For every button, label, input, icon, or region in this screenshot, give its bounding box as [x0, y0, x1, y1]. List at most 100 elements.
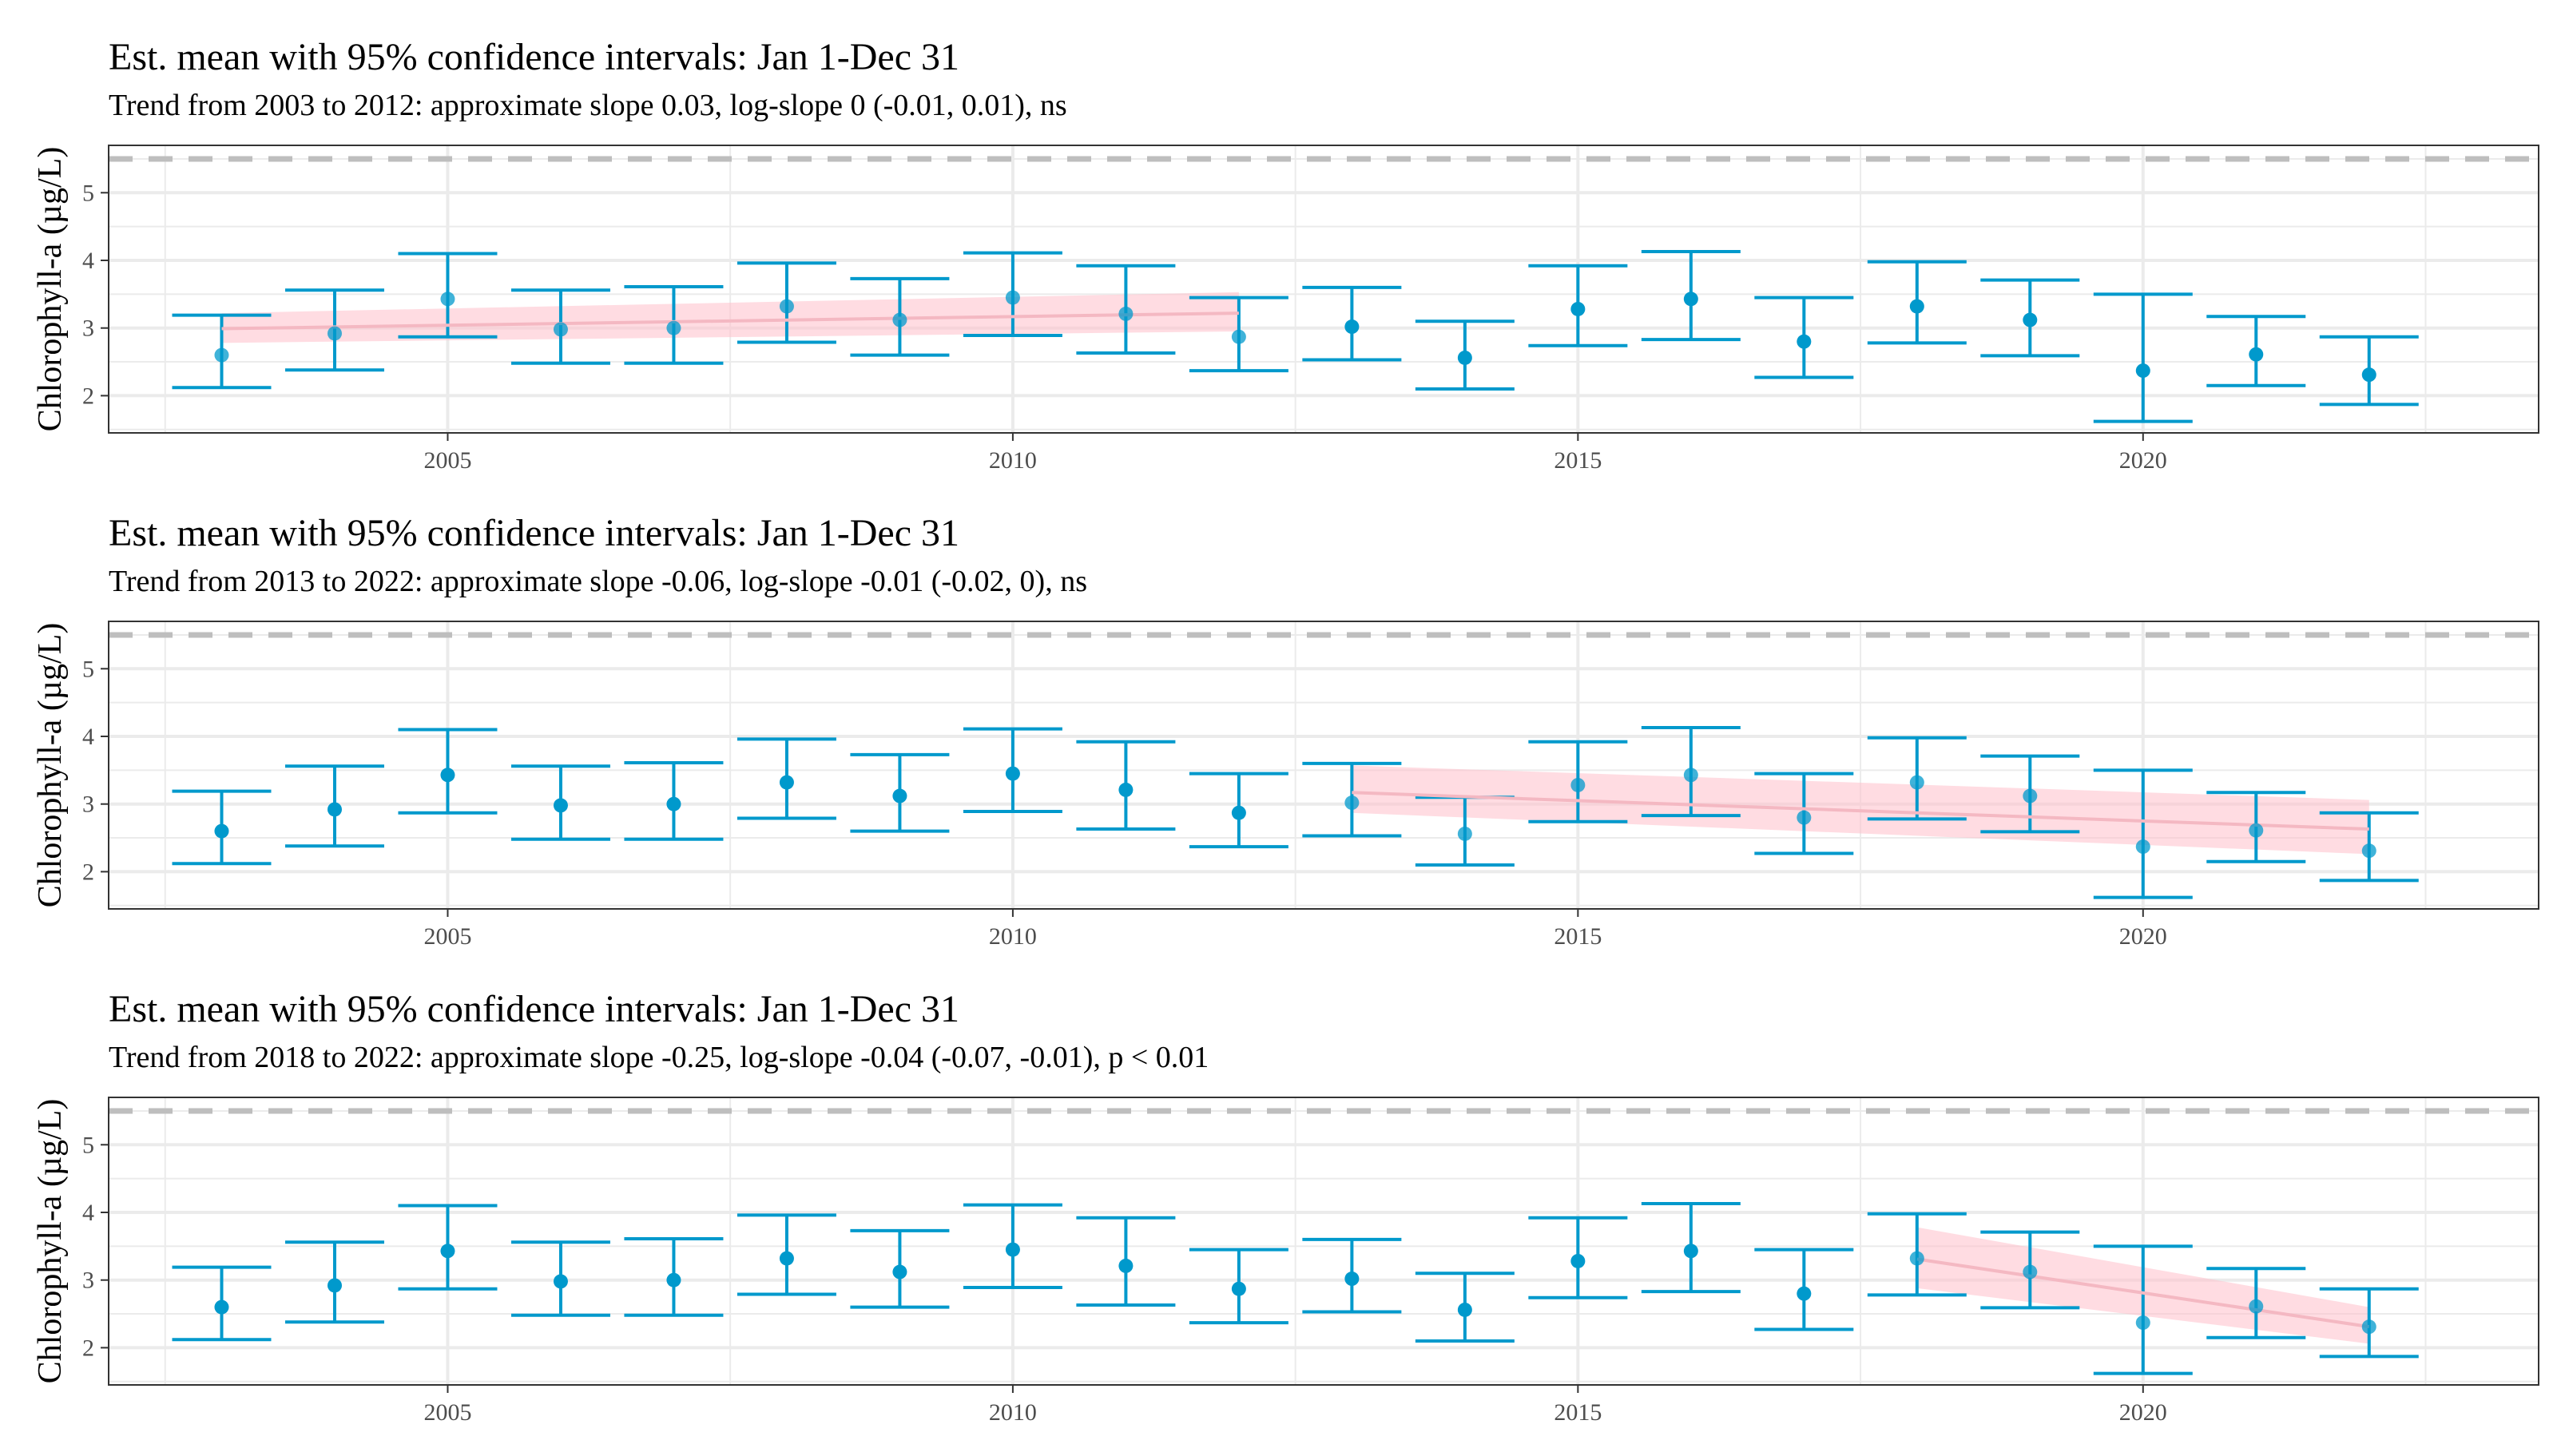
x-tick-label: 2020 [2119, 923, 2167, 950]
x-tick-label: 2010 [989, 1399, 1037, 1426]
data-point-2016 [1683, 1244, 1698, 1259]
x-tick-label: 2005 [423, 447, 471, 474]
data-point-2013 [1344, 319, 1360, 335]
data-point-2015 [1570, 1253, 1586, 1268]
data-point-2021 [2249, 823, 2264, 838]
x-tick-label: 2020 [2119, 1399, 2167, 1426]
data-point-2014 [1457, 1302, 1472, 1317]
errorbar-2020 [2093, 1244, 2193, 1375]
data-point-2018 [1909, 1251, 1924, 1266]
y-tick-label: 4 [82, 1200, 94, 1226]
data-point-2022 [2361, 367, 2376, 383]
y-tick-label: 5 [82, 656, 94, 682]
trend-line [1916, 1257, 2370, 1329]
data-point-2019 [2023, 788, 2038, 803]
panel-border [108, 621, 2539, 910]
data-point-2003 [214, 1299, 229, 1315]
trend-confidence-band [221, 292, 1239, 343]
x-tick-label: 2020 [2119, 447, 2167, 474]
data-point-2007 [666, 796, 681, 811]
data-point-2016 [1683, 292, 1698, 307]
y-tick-label: 5 [82, 1132, 94, 1158]
data-point-2014 [1457, 350, 1472, 365]
data-point-2011 [1118, 306, 1134, 321]
errorbar-2020 [2093, 292, 2193, 423]
chart-title: Est. mean with 95% confidence intervals:… [109, 988, 959, 1030]
chart-title: Est. mean with 95% confidence intervals:… [109, 36, 959, 78]
data-point-2011 [1118, 1258, 1134, 1273]
data-point-2006 [553, 322, 568, 337]
data-point-2004 [327, 802, 342, 817]
data-point-2005 [440, 1244, 455, 1259]
y-tick-label: 4 [82, 248, 94, 274]
y-axis-label: Chlorophyll-a (µg/L) [32, 1099, 69, 1384]
data-point-2018 [1909, 299, 1924, 314]
data-point-2003 [214, 823, 229, 839]
data-point-2005 [440, 768, 455, 783]
x-tick-label: 2015 [1554, 923, 1602, 950]
data-point-2006 [553, 798, 568, 813]
y-tick-label: 2 [82, 383, 94, 409]
data-point-2008 [779, 775, 794, 790]
data-point-2017 [1797, 334, 1812, 349]
data-point-2008 [779, 299, 794, 314]
data-point-2010 [1005, 290, 1020, 305]
data-point-2007 [666, 320, 681, 335]
x-tick-label: 2010 [989, 447, 1037, 474]
y-tick-label: 5 [82, 180, 94, 206]
data-point-2017 [1797, 1286, 1812, 1301]
trend-line [221, 311, 1239, 331]
y-tick-label: 3 [82, 1268, 94, 1294]
x-tick-label: 2015 [1554, 1399, 1602, 1426]
errorbar-2020 [2093, 768, 2193, 899]
data-point-2003 [214, 347, 229, 363]
chart-panel-3: Est. mean with 95% confidence intervals:… [32, 988, 2539, 1426]
chart-subtitle: Trend from 2003 to 2012: approximate slo… [109, 89, 1067, 122]
data-point-2012 [1231, 1281, 1246, 1296]
data-point-2011 [1118, 782, 1134, 797]
data-point-2015 [1570, 301, 1586, 316]
y-axis-label: Chlorophyll-a (µg/L) [32, 623, 69, 908]
data-point-2010 [1005, 1242, 1020, 1257]
data-point-2022 [2361, 1319, 2376, 1335]
data-point-2012 [1231, 329, 1246, 344]
data-point-2005 [440, 292, 455, 307]
data-point-2014 [1457, 826, 1472, 841]
data-point-2009 [892, 788, 907, 803]
trend-line [1352, 791, 2369, 831]
chart-panel-2: Est. mean with 95% confidence intervals:… [32, 512, 2539, 950]
y-tick-label: 2 [82, 1335, 94, 1361]
chart-panel-1: Est. mean with 95% confidence intervals:… [32, 36, 2539, 474]
chart-subtitle: Trend from 2018 to 2022: approximate slo… [109, 1041, 1209, 1074]
y-tick-label: 4 [82, 724, 94, 750]
x-tick-label: 2005 [423, 923, 471, 950]
data-point-2007 [666, 1272, 681, 1287]
data-point-2008 [779, 1251, 794, 1266]
data-point-2021 [2249, 347, 2264, 362]
data-point-2020 [2135, 363, 2150, 379]
data-point-2019 [2023, 312, 2038, 327]
y-axis-label: Chlorophyll-a (µg/L) [32, 147, 69, 432]
x-tick-label: 2005 [423, 1399, 471, 1426]
data-point-2020 [2135, 839, 2150, 855]
chart-subtitle: Trend from 2013 to 2022: approximate slo… [109, 565, 1087, 598]
x-tick-label: 2015 [1554, 447, 1602, 474]
data-point-2018 [1909, 775, 1924, 790]
data-point-2006 [553, 1274, 568, 1289]
data-point-2013 [1344, 795, 1360, 811]
data-point-2012 [1231, 805, 1246, 820]
data-point-2004 [327, 1278, 342, 1293]
data-point-2021 [2249, 1299, 2264, 1314]
data-point-2022 [2361, 843, 2376, 859]
data-point-2009 [892, 312, 907, 327]
data-point-2017 [1797, 810, 1812, 825]
data-point-2015 [1570, 777, 1586, 792]
data-point-2004 [327, 326, 342, 341]
chart-title: Est. mean with 95% confidence intervals:… [109, 512, 959, 554]
data-point-2013 [1344, 1272, 1360, 1287]
y-tick-label: 3 [82, 791, 94, 818]
x-tick-label: 2010 [989, 923, 1037, 950]
data-point-2020 [2135, 1315, 2150, 1331]
